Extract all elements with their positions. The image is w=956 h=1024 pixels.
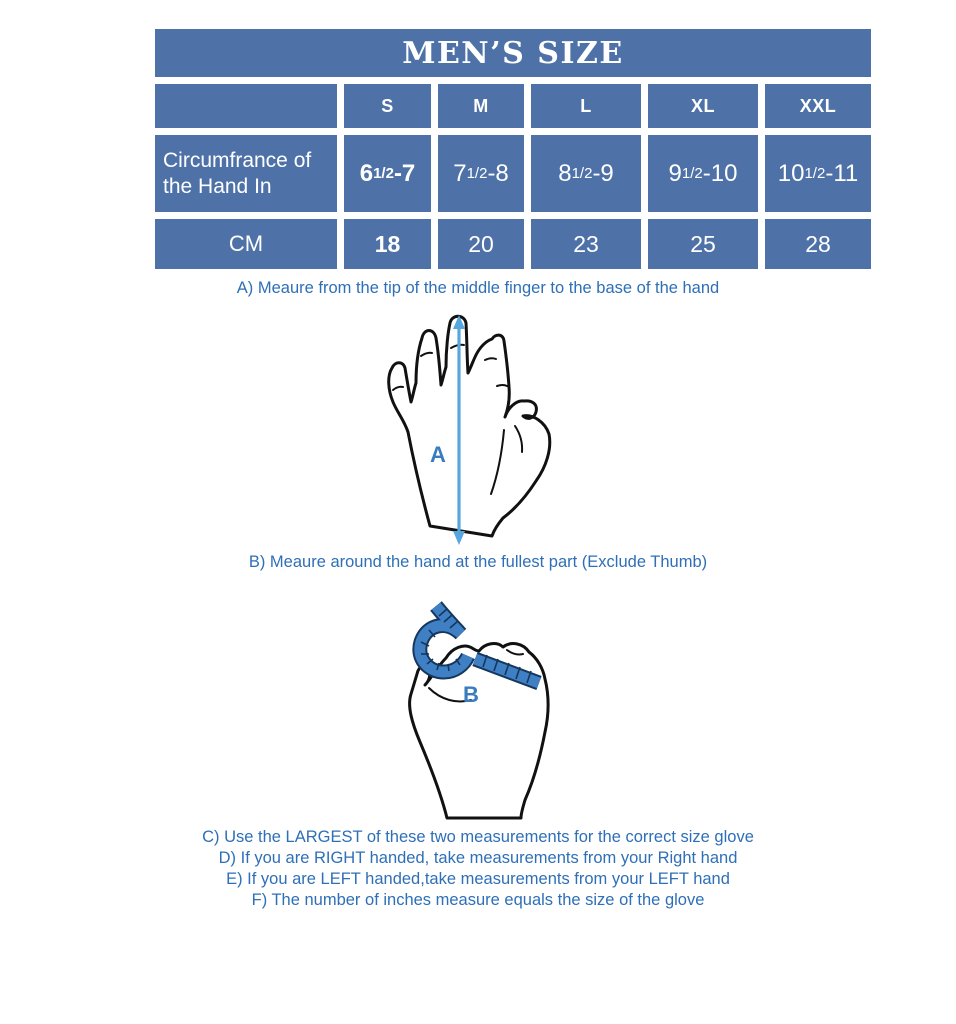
hand-length-diagram: A (387, 314, 552, 545)
hand-outline (387, 314, 552, 538)
fraction: 1/2 (571, 165, 593, 182)
inches-value-xl: 9 1/2 -10 (648, 135, 758, 212)
size-header-xl: XL (648, 84, 758, 128)
fist-outline (408, 642, 550, 820)
fraction: 1/2 (804, 165, 826, 182)
fraction: 1/2 (373, 165, 394, 182)
instruction-b: B) Meaure around the hand at the fullest… (248, 553, 708, 571)
fraction: 1/2 (681, 165, 703, 182)
inches-row-label: Circumfrance of the Hand In (155, 135, 337, 212)
instruction-a: A) Meaure from the tip of the middle fin… (236, 279, 720, 297)
table-title: MEN’S SIZE (155, 29, 871, 77)
cm-row-label: CM (155, 219, 337, 269)
size-table: MEN’S SIZE S M L XL XXL Circumfrance of the … (155, 29, 871, 269)
inches-value-m: 7 1/2 -8 (438, 135, 524, 212)
instruction-f: F) The number of inches measure equals t… (251, 891, 705, 909)
inches-value-xxl: 10 1/2 -11 (765, 135, 871, 212)
instruction-d: D) If you are RIGHT handed, take measure… (218, 849, 738, 867)
measuring-tape (412, 601, 542, 691)
cm-value-xxl: 28 (765, 219, 871, 269)
fraction: 1/2 (466, 165, 488, 182)
size-header-m: M (438, 84, 524, 128)
inches-value-l: 8 1/2 -9 (531, 135, 641, 212)
label-a: A (430, 442, 446, 467)
instruction-cdef: C) Use the LARGEST of these two measurem… (0, 827, 956, 911)
size-header-xxl: XXL (765, 84, 871, 128)
size-header-s: S (344, 84, 431, 128)
instruction-c: C) Use the LARGEST of these two measurem… (202, 828, 754, 846)
instruction-e: E) If you are LEFT handed,take measureme… (226, 870, 730, 888)
label-b: B (463, 682, 479, 707)
inches-value-s: 6 1/2 -7 (344, 135, 431, 212)
corner-cell (155, 84, 337, 128)
size-header-l: L (531, 84, 641, 128)
knuckle-creases (428, 649, 524, 703)
cm-value-l: 23 (531, 219, 641, 269)
cm-value-m: 20 (438, 219, 524, 269)
cm-value-s: 18 (344, 219, 431, 269)
hand-circumference-diagram: B (408, 601, 550, 820)
tape-tick-marks (420, 608, 532, 684)
finger-creases (392, 343, 524, 495)
cm-value-xl: 25 (648, 219, 758, 269)
length-arrow (453, 315, 465, 545)
